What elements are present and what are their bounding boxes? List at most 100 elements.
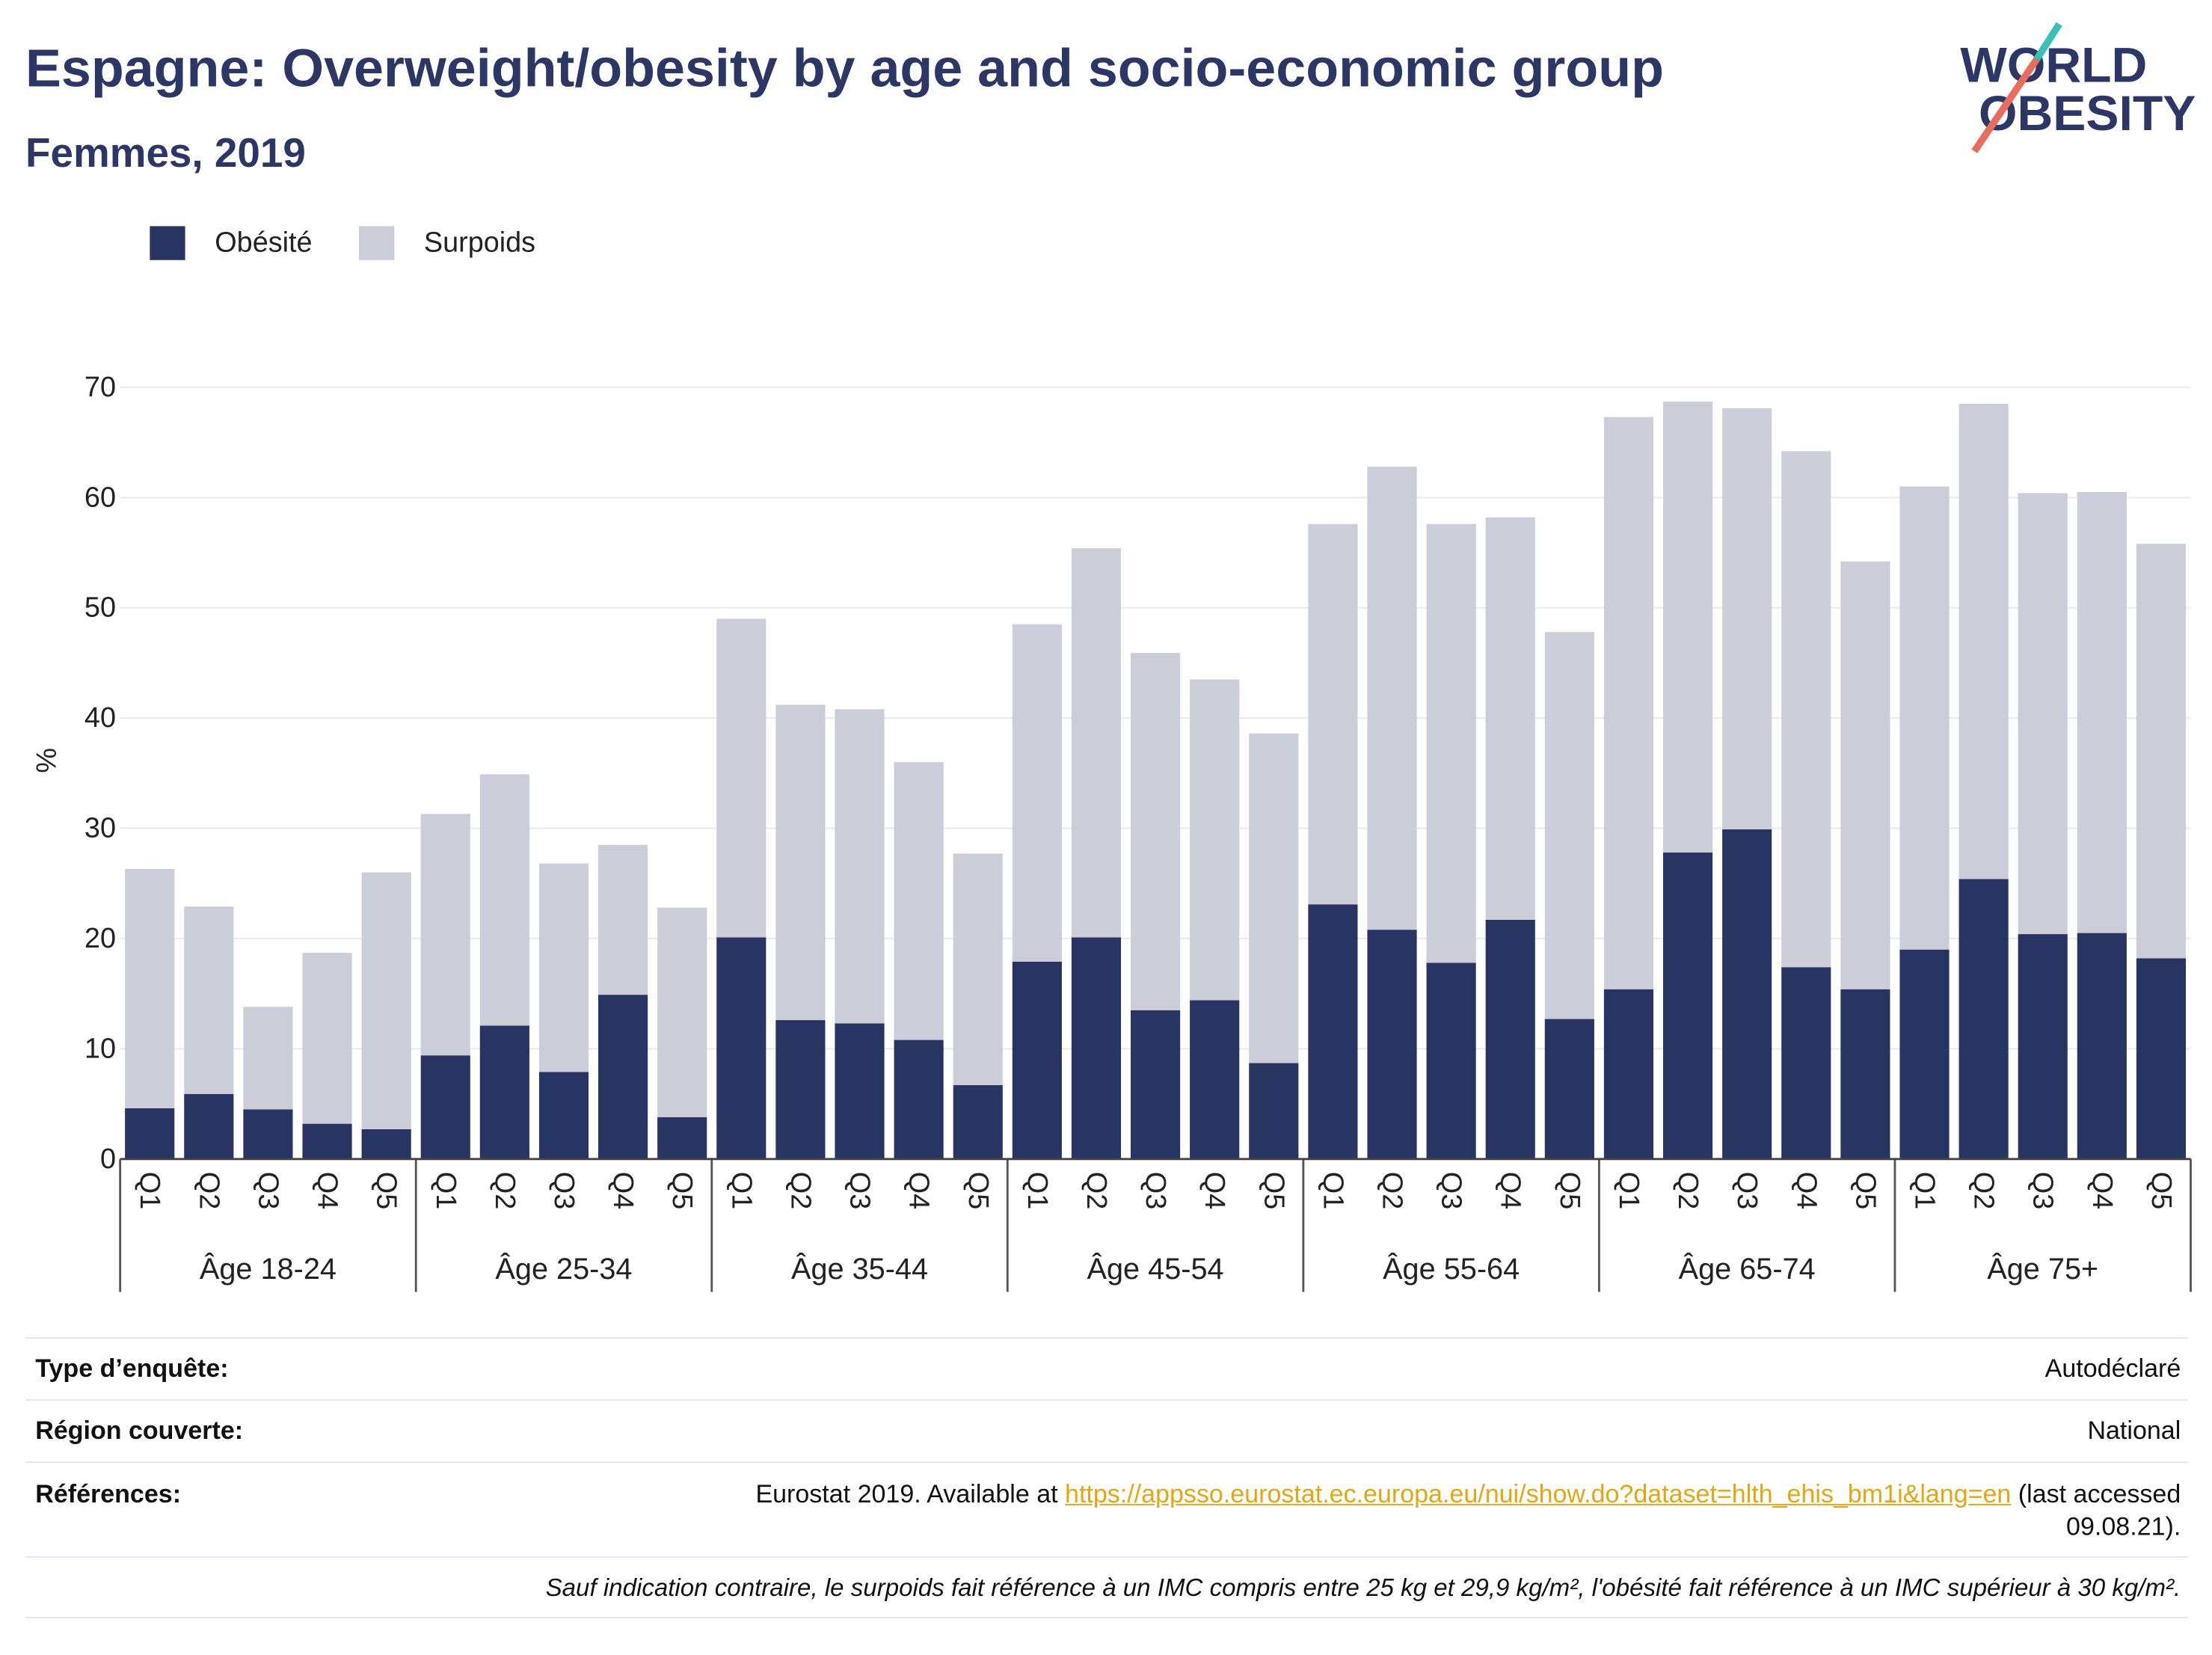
- x-tick-label-age-25-34-q3: Q3: [548, 1172, 580, 1209]
- bar-obesite-age-55-64-q5: [1544, 1019, 1594, 1159]
- bar-obesite-age-65-74-q1: [1603, 989, 1654, 1159]
- bar-obesite-age-45-54-q2: [1071, 937, 1122, 1159]
- x-tick-label-age-65-74-q2: Q2: [1672, 1172, 1703, 1209]
- legend-item-obesite[interactable]: Obésité: [150, 226, 313, 260]
- y-tick-label-10: 10: [85, 1033, 116, 1064]
- legend-swatch-surpoids: [358, 226, 395, 260]
- bar-surpoids-age-55-64-q2: [1367, 467, 1417, 930]
- group-label-age-45-54: Âge 45-54: [1087, 1253, 1224, 1286]
- x-tick-label-age-18-24-q2: Q2: [193, 1172, 224, 1209]
- logo-slash-icon: [1971, 22, 2062, 153]
- bar-surpoids-age-45-54-q4: [1190, 679, 1240, 1001]
- bar-surpoids-age-25-34-q1: [420, 814, 470, 1056]
- references-suffix-line2: 09.08.21).: [2066, 1512, 2181, 1541]
- bar-surpoids-age-45-54-q2: [1071, 548, 1122, 938]
- x-tick-label-age-25-34-q4: Q4: [607, 1172, 639, 1209]
- chart-subtitle: Femmes, 2019: [25, 131, 306, 177]
- bar-surpoids-age-25-34-q4: [598, 844, 648, 995]
- bar-obesite-age-55-64-q4: [1485, 919, 1535, 1159]
- y-tick-label-60: 60: [85, 482, 116, 513]
- x-tick-label-age-18-24-q5: Q5: [371, 1172, 402, 1209]
- legend-item-surpoids[interactable]: Surpoids: [358, 226, 535, 260]
- group-label-age-25-34: Âge 25-34: [495, 1253, 632, 1286]
- references-suffix-line1: (last accessed: [2011, 1479, 2181, 1508]
- x-tick-label-age-25-34-q1: Q1: [430, 1172, 461, 1209]
- bar-obesite-age-35-44-q5: [953, 1085, 1003, 1159]
- x-tick-label-age-55-64-q3: Q3: [1436, 1172, 1467, 1209]
- group-label-age-55-64: Âge 55-64: [1383, 1253, 1520, 1286]
- references-prefix: Eurostat 2019. Available at: [755, 1479, 1066, 1508]
- references-link[interactable]: https://appsso.eurostat.ec.europa.eu/nui…: [1065, 1479, 2012, 1508]
- bar-surpoids-age-35-44-q5: [953, 853, 1003, 1086]
- bar-surpoids-age-75-q1: [1899, 486, 1950, 950]
- bar-obesite-age-45-54-q5: [1249, 1063, 1299, 1159]
- x-tick-label-age-55-64-q5: Q5: [1554, 1172, 1585, 1209]
- x-tick-label-age-35-44-q3: Q3: [844, 1172, 876, 1209]
- logo-slash-teal: [2033, 22, 2062, 61]
- bar-surpoids-age-25-34-q2: [479, 774, 529, 1026]
- world-obesity-logo: WORLD OBESITY: [1950, 14, 2198, 162]
- bar-surpoids-age-18-24-q3: [243, 1007, 293, 1110]
- info-row-survey-type: Type d’enquête: Autodéclaré: [25, 1336, 2188, 1399]
- bar-surpoids-age-18-24-q1: [125, 869, 175, 1108]
- x-tick-label-age-65-74-q1: Q1: [1613, 1172, 1644, 1209]
- bar-obesite-age-65-74-q3: [1722, 829, 1772, 1159]
- bar-surpoids-age-18-24-q4: [302, 953, 352, 1124]
- bar-obesite-age-25-34-q1: [420, 1055, 470, 1159]
- bar-obesite-age-55-64-q2: [1367, 930, 1417, 1159]
- bar-surpoids-age-75-q5: [2136, 544, 2187, 959]
- group-label-age-65-74: Âge 65-74: [1679, 1253, 1816, 1286]
- bar-obesite-age-25-34-q4: [598, 995, 648, 1159]
- x-tick-label-age-18-24-q3: Q3: [252, 1172, 283, 1209]
- bar-obesite-age-35-44-q4: [894, 1040, 944, 1159]
- bar-obesite-age-35-44-q1: [716, 937, 766, 1159]
- info-row-references: Références: Eurostat 2019. Available at …: [25, 1461, 2188, 1556]
- info-row-footnote: Sauf indication contraire, le surpoids f…: [25, 1556, 2188, 1619]
- info-table: Type d’enquête: Autodéclaré Région couve…: [25, 1336, 2188, 1619]
- bar-surpoids-age-75-q2: [1958, 403, 2009, 879]
- footnote: Sauf indication contraire, le surpoids f…: [545, 1572, 2181, 1601]
- bar-obesite-age-55-64-q3: [1426, 962, 1476, 1159]
- bar-surpoids-age-25-34-q5: [657, 907, 707, 1117]
- bar-obesite-age-75-q5: [2136, 958, 2187, 1159]
- x-tick-label-age-18-24-q4: Q4: [312, 1172, 343, 1209]
- bar-obesite-age-55-64-q1: [1308, 904, 1358, 1159]
- x-tick-label-age-55-64-q4: Q4: [1495, 1172, 1526, 1209]
- bar-surpoids-age-35-44-q1: [716, 618, 766, 938]
- group-label-age-75: Âge 75+: [1987, 1253, 2098, 1286]
- x-tick-label-age-75-q5: Q5: [2145, 1172, 2177, 1209]
- bar-obesite-age-25-34-q2: [479, 1025, 529, 1159]
- bar-obesite-age-65-74-q2: [1662, 852, 1713, 1159]
- y-tick-label-50: 50: [85, 592, 116, 624]
- x-tick-label-age-45-54-q3: Q3: [1140, 1172, 1171, 1209]
- group-label-age-35-44: Âge 35-44: [791, 1253, 928, 1286]
- x-tick-label-age-75-q3: Q3: [2027, 1172, 2059, 1209]
- x-tick-label-age-55-64-q1: Q1: [1317, 1172, 1348, 1209]
- bar-surpoids-age-45-54-q3: [1131, 653, 1181, 1010]
- x-tick-label-age-45-54-q5: Q5: [1258, 1172, 1289, 1209]
- x-tick-label-age-45-54-q1: Q1: [1021, 1172, 1053, 1209]
- x-tick-label-age-55-64-q2: Q2: [1377, 1172, 1408, 1209]
- bar-surpoids-age-55-64-q3: [1426, 523, 1476, 963]
- bar-surpoids-age-35-44-q4: [894, 762, 944, 1040]
- bar-surpoids-age-18-24-q2: [184, 906, 234, 1094]
- references-value: Eurostat 2019. Available at https://apps…: [755, 1479, 2181, 1544]
- y-tick-label-30: 30: [85, 813, 116, 844]
- x-tick-label-age-25-34-q2: Q2: [489, 1172, 520, 1209]
- x-tick-label-age-45-54-q2: Q2: [1081, 1172, 1112, 1209]
- region-value: National: [2087, 1416, 2181, 1445]
- bar-obesite-age-75-q1: [1899, 949, 1950, 1159]
- bar-obesite-age-45-54-q1: [1012, 961, 1062, 1159]
- region-label: Région couverte:: [35, 1416, 244, 1445]
- bar-surpoids-age-55-64-q4: [1485, 517, 1535, 920]
- bar-surpoids-age-35-44-q3: [835, 709, 885, 1024]
- x-tick-label-age-65-74-q3: Q3: [1731, 1172, 1763, 1209]
- x-tick-label-age-18-24-q1: Q1: [134, 1172, 165, 1209]
- bar-obesite-age-18-24-q2: [184, 1093, 234, 1159]
- bar-surpoids-age-65-74-q4: [1781, 451, 1831, 968]
- y-tick-label-40: 40: [85, 702, 116, 734]
- legend-label-obesite: Obésité: [215, 227, 313, 259]
- x-tick-label-age-75-q1: Q1: [1909, 1172, 1941, 1209]
- bar-obesite-age-45-54-q4: [1190, 1000, 1240, 1159]
